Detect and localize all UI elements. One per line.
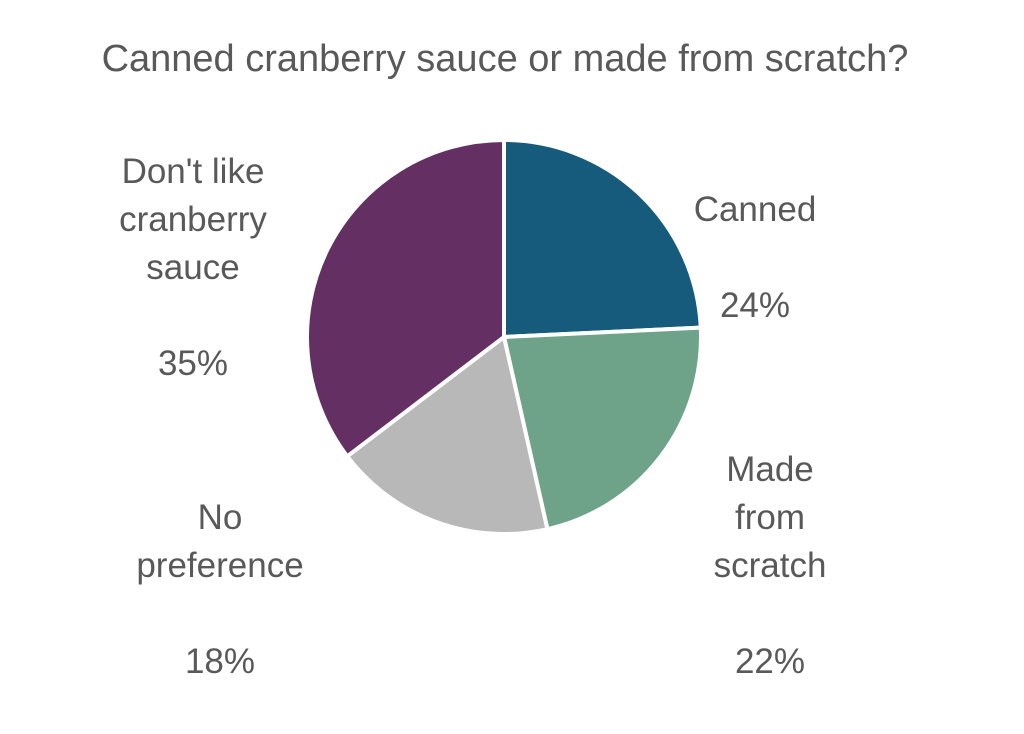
chart-title: Canned cranberry sauce or made from scra…	[101, 38, 909, 80]
slice-name: No preference	[136, 498, 304, 585]
slice-made-from-scratch	[502, 325, 703, 532]
slice-percent: 24%	[719, 286, 791, 325]
slice-name: Made from scratch	[713, 450, 827, 585]
slice-percent: 22%	[734, 642, 806, 681]
slice-percent: 18%	[184, 642, 256, 681]
slice-label-made-from-scratch: Made from scratch 22%	[680, 398, 860, 734]
slice-percent: 35%	[157, 344, 229, 383]
slice-dont-like-cranberry-sauce	[305, 138, 506, 459]
slice-name: Don't like cranberry sauce	[119, 152, 267, 287]
slice-name: Canned	[693, 190, 817, 229]
slice-no-preference	[345, 335, 550, 536]
slice-label-no-preference: No preference 18%	[110, 446, 330, 734]
slice-canned	[502, 138, 703, 339]
slice-label-canned: Canned 24%	[660, 138, 850, 378]
slice-label-dont-like-cranberry-sauce: Don't like cranberry sauce 35%	[88, 100, 298, 436]
pie-chart	[305, 138, 703, 536]
